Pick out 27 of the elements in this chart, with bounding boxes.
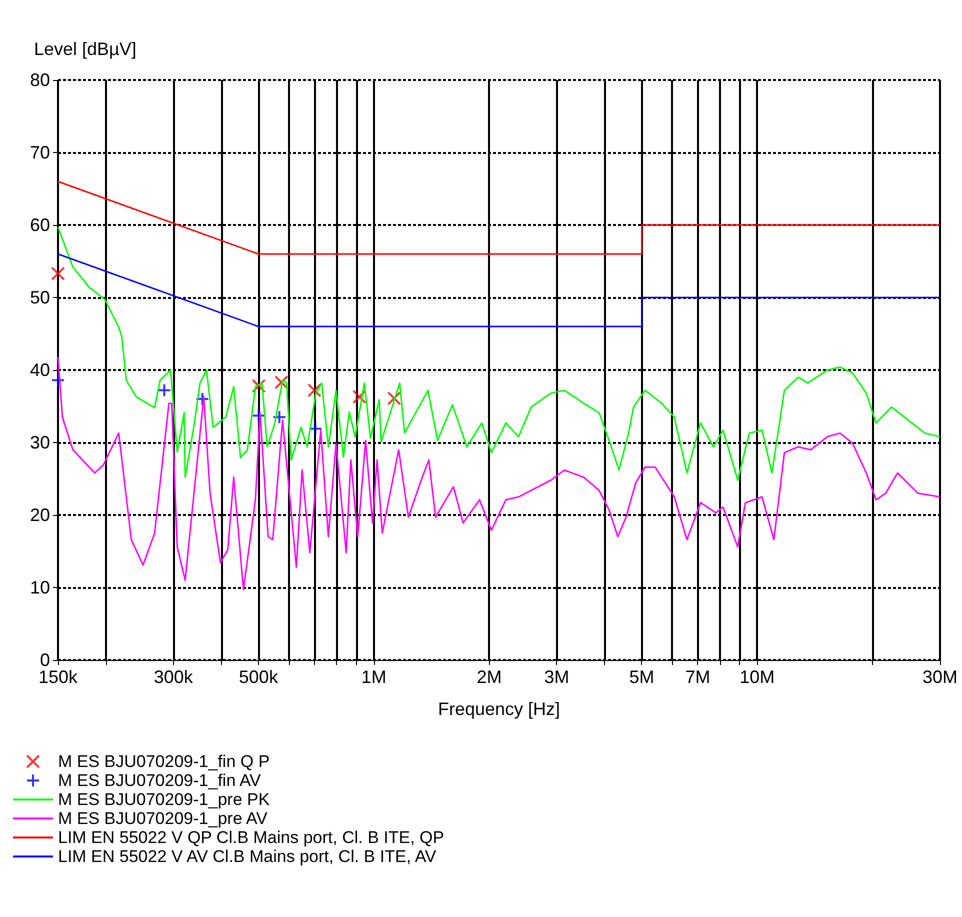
y-tick-label: 10 <box>30 578 50 598</box>
y-tick-label: 0 <box>40 650 50 670</box>
y-tick-label: 50 <box>30 288 50 308</box>
x-tick-label: 5M <box>629 667 654 687</box>
x-tick-label: 1M <box>361 667 386 687</box>
legend-label: M ES BJU070209-1_fin Q P <box>58 752 270 771</box>
x-tick-label: 300k <box>154 667 194 687</box>
legend-label: M ES BJU070209-1_pre PK <box>58 790 270 809</box>
legend-label: M ES BJU070209-1_fin AV <box>58 771 262 790</box>
y-tick-label: 70 <box>30 142 50 162</box>
y-tick-label: 20 <box>30 505 50 525</box>
legend-label: LIM EN 55022 V QP Cl.B Mains port, Cl. B ITE, QP <box>58 828 444 847</box>
legend-label: M ES BJU070209-1_pre AV <box>58 809 268 828</box>
x-tick-label: 10M <box>740 667 775 687</box>
legend-label: LIM EN 55022 V AV Cl.B Mains port, Cl. B ITE, AV <box>58 847 437 866</box>
x-tick-label: 7M <box>685 667 710 687</box>
y-tick-label: 30 <box>30 432 50 452</box>
y-axis-title: Level [dBµV] <box>34 39 136 59</box>
x-tick-label: 3M <box>544 667 570 687</box>
x-tick-label: 2M <box>476 667 502 687</box>
x-tick-label: 500k <box>238 667 279 687</box>
y-tick-label: 80 <box>30 70 50 90</box>
x-tick-label: 150k <box>38 667 79 687</box>
y-tick-label: 60 <box>30 215 50 235</box>
y-tick-label: 40 <box>30 360 50 380</box>
x-axis-title: Frequency [Hz] <box>438 699 560 719</box>
x-tick-label: 30M <box>922 667 958 687</box>
